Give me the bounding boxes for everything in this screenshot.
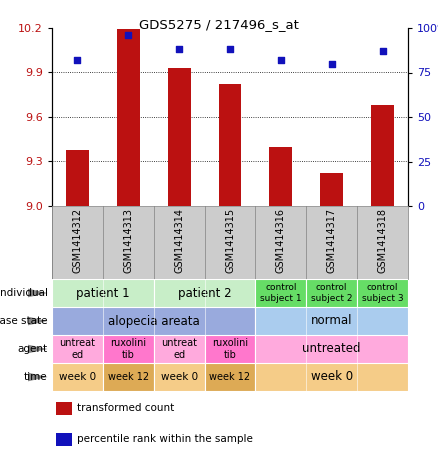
Polygon shape (28, 373, 48, 381)
Text: untreat
ed: untreat ed (60, 338, 95, 360)
Text: control
subject 2: control subject 2 (311, 283, 353, 303)
Bar (103, 335, 154, 363)
Text: normal: normal (311, 314, 353, 328)
Point (277, 57, 284, 64)
Bar (117, 29, 140, 206)
Text: disease state: disease state (0, 316, 48, 326)
Bar (52, 279, 154, 307)
Bar (56, 401, 71, 415)
Bar (56, 433, 71, 446)
Bar (371, 105, 394, 206)
Text: untreat
ed: untreat ed (161, 338, 197, 360)
Bar (154, 335, 205, 363)
Text: week 12: week 12 (108, 372, 149, 382)
Text: GSM1414317: GSM1414317 (327, 208, 337, 273)
Text: patient 1: patient 1 (76, 286, 130, 299)
Bar (219, 84, 241, 206)
Text: individual: individual (0, 288, 48, 298)
Text: control
subject 1: control subject 1 (260, 283, 302, 303)
Point (125, 32, 132, 39)
Text: week 0: week 0 (161, 372, 198, 382)
Text: ruxolini
tib: ruxolini tib (110, 338, 146, 360)
Text: transformed count: transformed count (77, 403, 174, 413)
Point (328, 60, 335, 67)
Text: patient 2: patient 2 (178, 286, 231, 299)
Bar (168, 68, 191, 206)
Bar (205, 363, 255, 391)
Text: alopecia areata: alopecia areata (108, 314, 200, 328)
Text: GSM1414313: GSM1414313 (123, 208, 133, 273)
Text: week 12: week 12 (209, 372, 251, 382)
Text: GDS5275 / 217496_s_at: GDS5275 / 217496_s_at (139, 18, 299, 31)
Bar (255, 335, 408, 363)
Point (74, 57, 81, 64)
Bar (357, 279, 408, 307)
Bar (255, 307, 408, 335)
Point (379, 48, 386, 55)
Bar (269, 147, 292, 206)
Text: ruxolini
tib: ruxolini tib (212, 338, 248, 360)
Bar (66, 149, 89, 206)
Polygon shape (28, 289, 48, 297)
Text: GSM1414316: GSM1414316 (276, 208, 286, 273)
Bar (52, 363, 103, 391)
Bar (320, 173, 343, 206)
Text: week 0: week 0 (59, 372, 96, 382)
Bar (52, 335, 103, 363)
Bar (255, 363, 408, 391)
Polygon shape (28, 317, 48, 325)
Text: time: time (24, 372, 48, 382)
Bar (154, 363, 205, 391)
Text: GSM1414318: GSM1414318 (378, 208, 388, 273)
Text: GSM1414312: GSM1414312 (72, 208, 82, 273)
Text: control
subject 3: control subject 3 (362, 283, 403, 303)
Point (176, 46, 183, 53)
Text: GSM1414315: GSM1414315 (225, 208, 235, 273)
Bar (306, 279, 357, 307)
Bar (154, 279, 255, 307)
Bar (103, 363, 154, 391)
Text: percentile rank within the sample: percentile rank within the sample (77, 434, 253, 444)
Bar (205, 335, 255, 363)
Point (226, 46, 233, 53)
Bar (255, 279, 306, 307)
Bar (52, 307, 255, 335)
Text: untreated: untreated (303, 342, 361, 356)
Text: agent: agent (18, 344, 48, 354)
Text: GSM1414314: GSM1414314 (174, 208, 184, 273)
Polygon shape (28, 345, 48, 353)
Text: week 0: week 0 (311, 371, 353, 384)
